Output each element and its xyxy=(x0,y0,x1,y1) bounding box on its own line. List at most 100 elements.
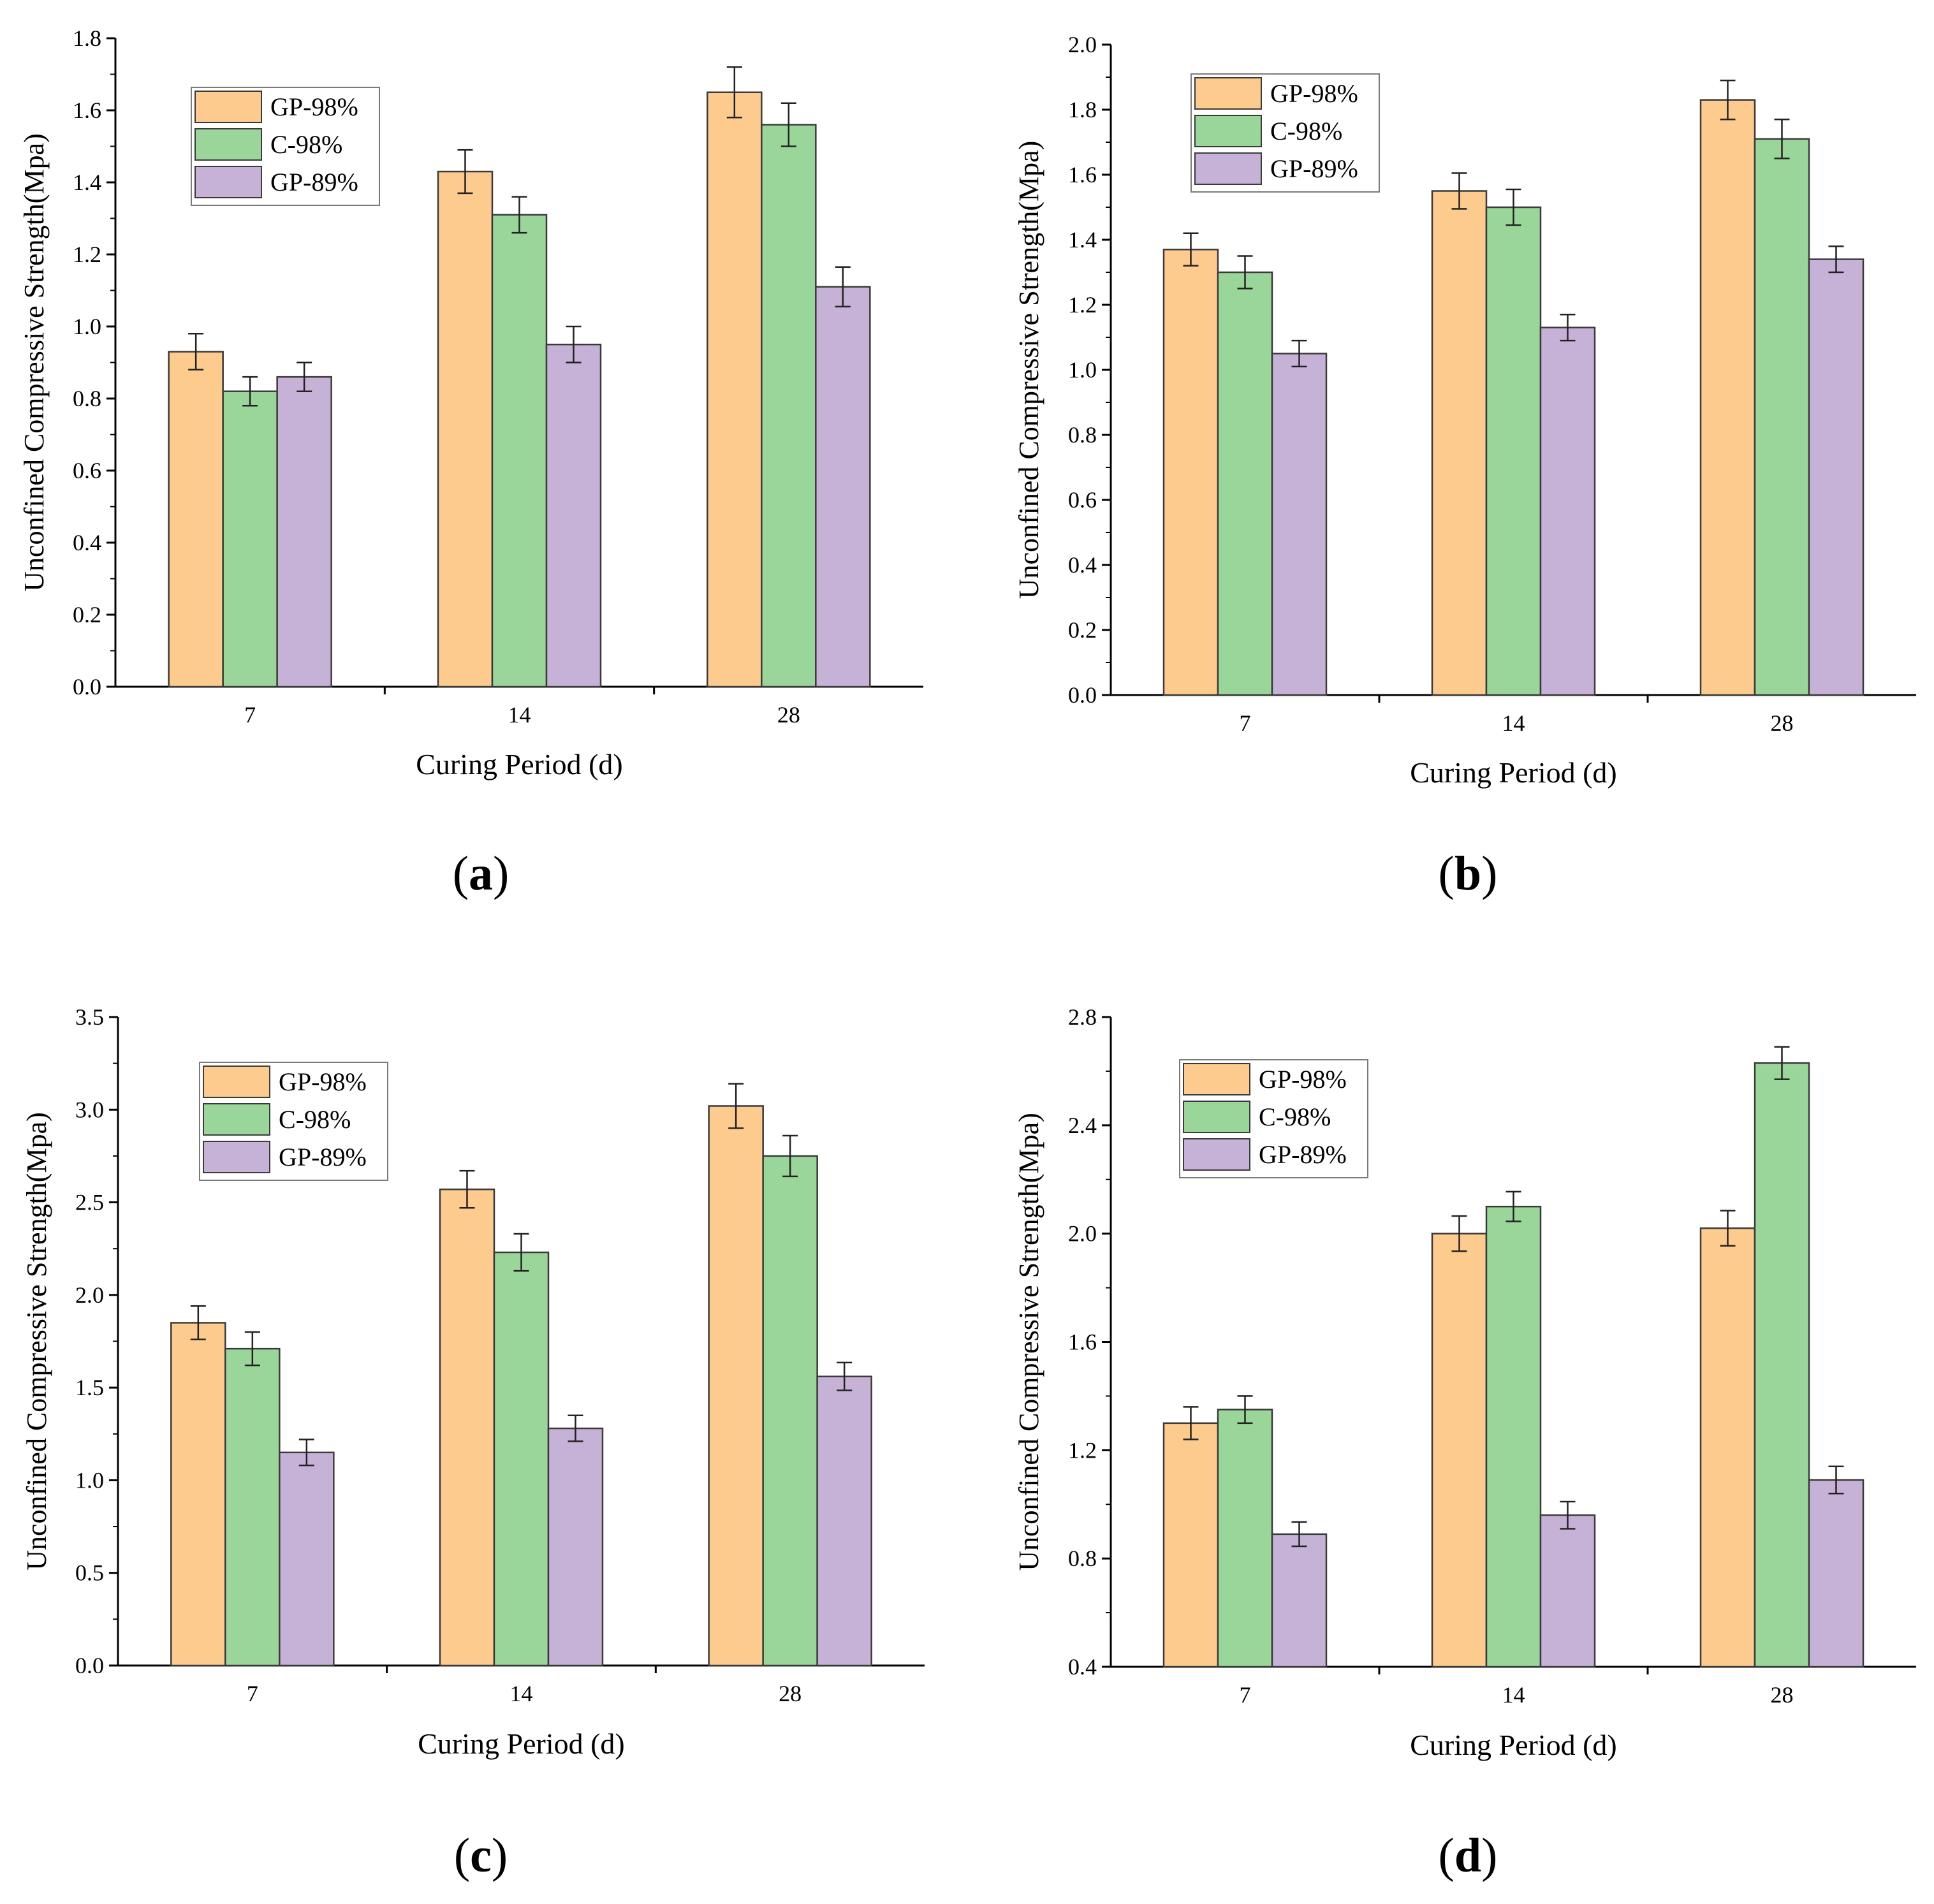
y-tick-label: 1.2 xyxy=(73,242,101,267)
y-tick-label: 0.0 xyxy=(75,1653,104,1678)
y-tick-label: 1.0 xyxy=(1068,357,1097,383)
bar xyxy=(545,344,602,688)
y-tick-label: 0.8 xyxy=(1068,1546,1097,1571)
x-tick-label: 7 xyxy=(247,1681,258,1706)
legend-label: GP-98% xyxy=(279,1067,367,1096)
bar xyxy=(279,1451,335,1667)
chart-panel-c: 0.0 0.5 1.0 1.5 2.0 2.5 3.0 3.5 7 14 28 Unconfined … xyxy=(21,1004,925,1760)
bar xyxy=(168,351,224,688)
legend-label: GP-89% xyxy=(1270,154,1358,183)
bar xyxy=(1808,1479,1864,1668)
bar xyxy=(816,1375,872,1667)
legend-swatch xyxy=(194,166,262,198)
legend-swatch xyxy=(1194,152,1262,185)
y-axis-title: Unconfined Compressive Strength(Mpa) xyxy=(1013,1113,1044,1571)
chart-panel-d: 0.4 0.8 1.2 1.6 2.0 2.4 2.8 7 14 28 Unconfined Com… xyxy=(1013,1004,1916,1761)
bar xyxy=(439,1188,495,1667)
legend-label: C-98% xyxy=(270,130,342,159)
legend-label: GP-98% xyxy=(270,92,358,121)
legend-swatch xyxy=(1183,1138,1250,1171)
bar xyxy=(547,1427,604,1667)
panel-caption-c: (c) xyxy=(454,1829,508,1882)
x-axis-title: Curing Period (d) xyxy=(1410,1729,1617,1761)
y-tick-label: 2.8 xyxy=(1068,1004,1097,1030)
legend-label: C-98% xyxy=(1270,117,1342,145)
panel-caption-d: (d) xyxy=(1439,1829,1498,1882)
y-tick-label: 0.6 xyxy=(1068,487,1097,513)
chart-panel-a: 0.0 0.2 0.4 0.6 0.8 1.0 1.2 1.4 1.6 1.8 7 14 28 Uncon… xyxy=(18,26,923,780)
bar xyxy=(276,376,332,688)
bar xyxy=(1162,249,1219,696)
bar xyxy=(1485,1205,1542,1668)
bar xyxy=(1217,271,1273,696)
bar xyxy=(1754,138,1810,696)
y-tick-label: 1.4 xyxy=(1068,227,1097,253)
bar xyxy=(493,1251,550,1667)
legend-swatch xyxy=(203,1066,270,1098)
y-tick-label: 0.5 xyxy=(75,1560,104,1586)
y-tick-label: 2.0 xyxy=(1068,32,1097,57)
y-tick-label: 0.0 xyxy=(1068,682,1097,708)
panel-caption-b: (b) xyxy=(1439,847,1498,900)
bar xyxy=(1539,326,1596,696)
y-tick-label: 3.0 xyxy=(75,1097,104,1122)
legend-swatch xyxy=(1183,1063,1250,1095)
y-tick-label: 3.5 xyxy=(75,1004,104,1030)
legend-swatch xyxy=(203,1141,270,1173)
bar xyxy=(762,1155,818,1667)
y-tick-label: 1.6 xyxy=(1068,1329,1097,1355)
y-tick-label: 1.8 xyxy=(1068,97,1097,122)
bar xyxy=(1431,1233,1488,1668)
y-tick-label: 1.0 xyxy=(75,1467,104,1493)
bar xyxy=(1699,1227,1756,1668)
x-tick-label: 28 xyxy=(1771,1682,1794,1708)
bar xyxy=(1217,1409,1273,1668)
panel-caption-a: (a) xyxy=(453,847,509,900)
panel-letter-a: a xyxy=(469,847,493,900)
panel-letter-d: d xyxy=(1454,1829,1481,1882)
bar xyxy=(708,1105,764,1667)
y-axis-title: Unconfined Compressive Strength(Mpa) xyxy=(21,1112,52,1571)
x-tick-label: 7 xyxy=(1240,1682,1251,1708)
y-tick-label: 0.6 xyxy=(73,458,101,483)
y-tick-label: 1.5 xyxy=(75,1375,104,1400)
x-tick-label: 28 xyxy=(777,702,800,728)
bar xyxy=(1162,1422,1219,1668)
bar xyxy=(1699,99,1756,696)
y-tick-label: 0.4 xyxy=(1068,552,1097,578)
legend-swatch xyxy=(1194,115,1262,147)
x-axis-title: Curing Period (d) xyxy=(416,748,623,780)
y-tick-label: 1.6 xyxy=(73,98,101,123)
panel-letter-b: b xyxy=(1454,847,1481,900)
y-tick-label: 0.2 xyxy=(1068,617,1097,643)
bar xyxy=(761,124,817,688)
legend-swatch xyxy=(1183,1101,1250,1133)
bar xyxy=(1431,190,1488,696)
y-tick-label: 2.0 xyxy=(1068,1221,1097,1247)
legend-swatch xyxy=(194,91,262,123)
y-tick-label: 1.4 xyxy=(73,170,101,195)
legend-label: GP-89% xyxy=(270,168,358,196)
legend-label: GP-89% xyxy=(1259,1140,1347,1169)
bar xyxy=(1754,1062,1810,1668)
bar xyxy=(1271,353,1328,696)
y-tick-label: 2.4 xyxy=(1068,1113,1097,1138)
y-tick-label: 1.6 xyxy=(1068,162,1097,187)
y-tick-label: 1.2 xyxy=(1068,292,1097,318)
x-tick-label: 28 xyxy=(1771,710,1794,736)
y-tick-label: 0.4 xyxy=(1068,1654,1097,1680)
bar xyxy=(491,214,548,688)
panel-letter-c: c xyxy=(470,1829,492,1882)
bar xyxy=(1485,206,1542,696)
legend-label: GP-98% xyxy=(1259,1065,1347,1094)
y-tick-label: 1.8 xyxy=(73,26,101,51)
x-tick-label: 14 xyxy=(508,702,531,728)
y-tick-label: 0.2 xyxy=(73,602,101,627)
bar xyxy=(170,1322,226,1667)
x-axis-title: Curing Period (d) xyxy=(418,1727,625,1760)
y-axis-title: Unconfined Compressive Strength(Mpa) xyxy=(1013,141,1044,599)
bar xyxy=(222,390,278,688)
legend-swatch xyxy=(194,128,262,161)
bar xyxy=(815,286,871,688)
